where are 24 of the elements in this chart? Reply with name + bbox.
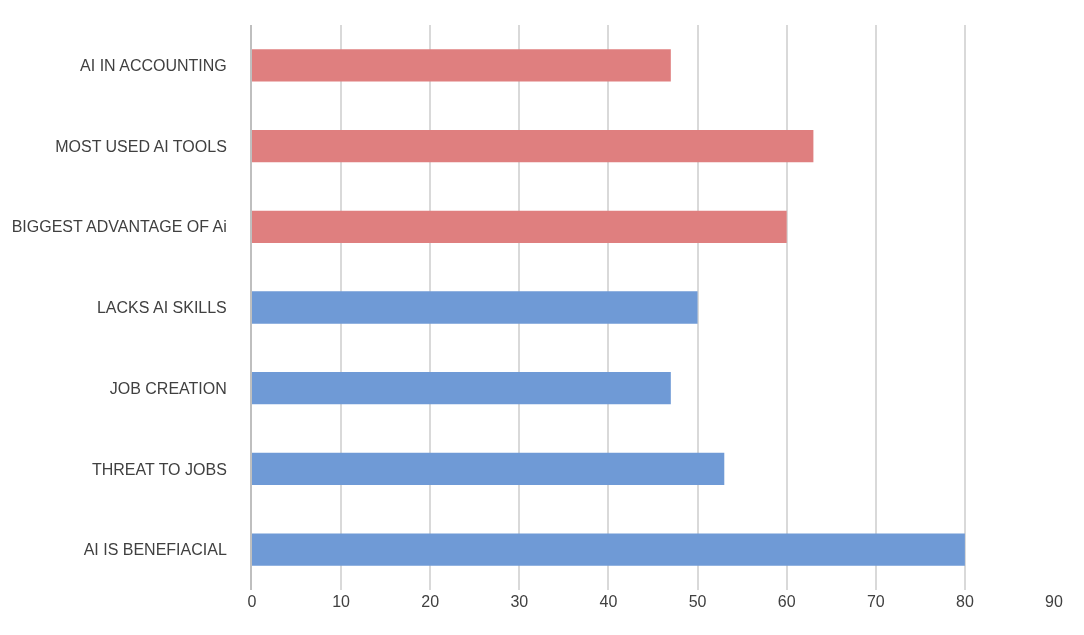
x-tick-label: 40 xyxy=(599,593,618,610)
bar xyxy=(252,210,787,243)
x-tick-label: 0 xyxy=(247,593,257,610)
x-tick-label: 20 xyxy=(421,593,440,610)
bar xyxy=(252,291,698,324)
y-tick-label: AI IS BENEFIACIAL xyxy=(83,541,227,559)
x-tick-label: 80 xyxy=(955,593,974,610)
x-tick-label: 30 xyxy=(510,593,529,610)
y-tick-label: THREAT TO JOBS xyxy=(91,460,227,478)
y-tick-label: AI IN ACCOUNTING xyxy=(80,56,227,74)
y-tick-label: BIGGEST ADVANTAGE OF Ai xyxy=(11,218,227,236)
bar xyxy=(252,452,725,486)
bar xyxy=(252,129,814,163)
x-tick-label: 70 xyxy=(866,593,885,610)
x-tick-label: 10 xyxy=(332,593,351,610)
y-tick-label: MOST USED AI TOOLS xyxy=(55,137,227,155)
y-tick-label: LACKS AI SKILLS xyxy=(96,299,227,317)
bar xyxy=(252,533,965,566)
y-tick-label: JOB CREATION xyxy=(109,379,227,397)
bar xyxy=(252,372,671,405)
x-tick-label: 90 xyxy=(1045,593,1063,610)
bar xyxy=(252,49,671,82)
x-tick-label: 60 xyxy=(777,593,796,610)
x-tick-label: 50 xyxy=(688,593,707,610)
